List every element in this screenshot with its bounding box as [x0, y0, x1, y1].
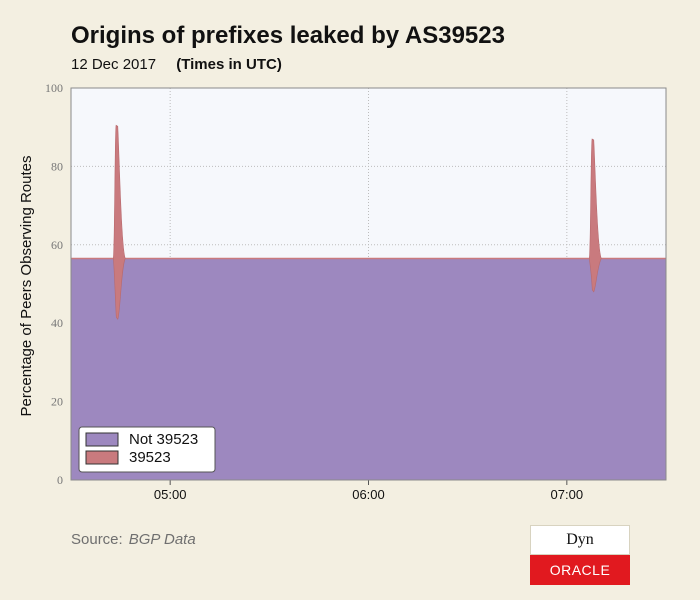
legend-label-not-39523: Not 39523	[129, 431, 198, 448]
chart-date: 12 Dec 2017	[71, 56, 157, 73]
chart-title: Origins of prefixes leaked by AS39523	[71, 22, 505, 49]
y-tick-label-80: 80	[51, 159, 63, 173]
chart-subtitle: 12 Dec 2017 (Times in UTC)	[71, 56, 282, 73]
plot-border	[70, 87, 667, 481]
legend: Not 39523 39523	[78, 426, 216, 473]
y-tick-label-40: 40	[51, 316, 63, 330]
y-tick-label-100: 100	[45, 81, 63, 95]
spike-39523-2	[588, 138, 602, 293]
dyn-oracle-logo: Dyn ORACLE	[530, 525, 630, 585]
legend-swatch-not-39523	[85, 432, 119, 447]
legend-swatch-39523	[85, 450, 119, 465]
y-tick-label-0: 0	[57, 473, 63, 487]
source: Source: BGP Data	[71, 531, 196, 548]
oracle-logo-text: ORACLE	[530, 555, 630, 585]
x-tick-label-05:00: 05:00	[154, 487, 187, 502]
legend-label-39523: 39523	[129, 449, 171, 466]
y-axis: 0 20 40 60 80 100	[45, 81, 63, 487]
time-note: (Times in UTC)	[176, 56, 282, 73]
x-tick-label-06:00: 06:00	[352, 487, 385, 502]
x-axis: 05:00 06:00 07:00	[154, 480, 583, 502]
y-tick-label-20: 20	[51, 395, 63, 409]
source-label: Source:	[71, 531, 123, 548]
y-axis-label: Percentage of Peers Observing Routes	[18, 156, 35, 417]
x-tick-label-07:00: 07:00	[551, 487, 584, 502]
dyn-logo-text: Dyn	[530, 525, 630, 555]
source-value: BGP Data	[128, 531, 196, 548]
spike-39523-1	[112, 124, 126, 320]
y-tick-label-60: 60	[51, 238, 63, 252]
chart: 0 20 40 60 80 100 05:00 06:00 07:00 Percentage …	[18, 81, 667, 502]
